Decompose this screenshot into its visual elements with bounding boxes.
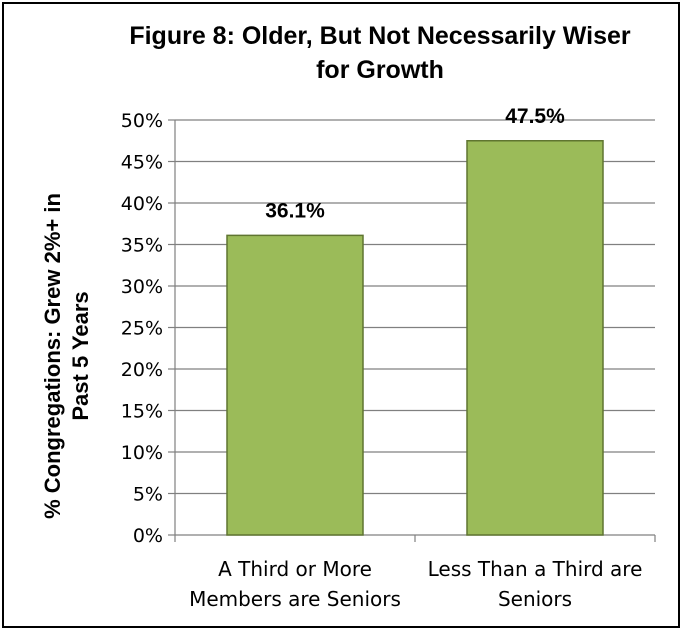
data-labels: 36.1% 47.5% xyxy=(265,105,565,223)
x-category-label: Members are Seniors xyxy=(189,587,401,611)
y-tick-label: 10% xyxy=(121,442,163,464)
y-tick-label: 25% xyxy=(121,318,163,340)
x-category-label: A Third or More xyxy=(218,557,372,581)
y-tick-label: 45% xyxy=(121,152,163,174)
bars xyxy=(226,140,604,536)
y-tick-label: 35% xyxy=(121,235,163,257)
bar-chart: Figure 8: Older, But Not Necessarily Wis… xyxy=(40,22,656,611)
x-category-label: Less Than a Third are xyxy=(428,557,643,581)
y-axis-title: % Congregations: Grew 2%+ in Past 5 Year… xyxy=(40,193,93,519)
y-tick-label: 15% xyxy=(121,401,163,423)
y-tick-label: 0% xyxy=(133,525,163,547)
y-axis-ticks: 0% 5% 10% 15% 20% 25% 30% 35% 40% 45% 50% xyxy=(121,110,656,547)
y-tick-label: 5% xyxy=(133,484,163,506)
bar xyxy=(466,140,604,536)
y-tick-label: 20% xyxy=(121,359,163,381)
data-label: 47.5% xyxy=(505,105,565,128)
y-tick-label: 40% xyxy=(121,193,163,215)
y-axis-title-line-2: Past 5 Years xyxy=(68,291,93,420)
y-tick-label: 50% xyxy=(121,110,163,132)
y-tick-label: 30% xyxy=(121,276,163,298)
y-axis-title-line-1: % Congregations: Grew 2%+ in xyxy=(40,193,65,519)
chart-title-line-1: Figure 8: Older, But Not Necessarily Wis… xyxy=(129,22,631,50)
x-category-label: Seniors xyxy=(498,587,572,611)
bar xyxy=(226,234,364,536)
data-label: 36.1% xyxy=(265,199,325,222)
chart-title-line-2: for Growth xyxy=(316,56,444,84)
x-axis-category-labels: A Third or More Members are Seniors Less T… xyxy=(189,557,642,611)
